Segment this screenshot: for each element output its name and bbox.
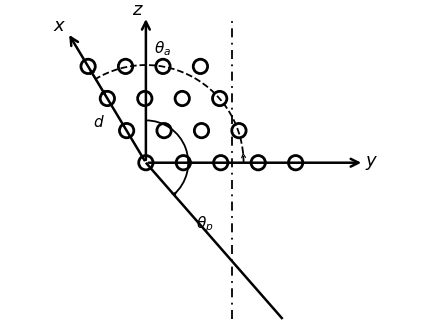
Text: $\theta_p$: $\theta_p$ xyxy=(196,214,213,235)
Text: $x$: $x$ xyxy=(53,17,66,35)
Text: $y$: $y$ xyxy=(365,154,379,172)
Text: $d$: $d$ xyxy=(93,114,105,130)
Text: $\theta_a$: $\theta_a$ xyxy=(154,40,171,58)
Text: $z$: $z$ xyxy=(132,1,143,19)
